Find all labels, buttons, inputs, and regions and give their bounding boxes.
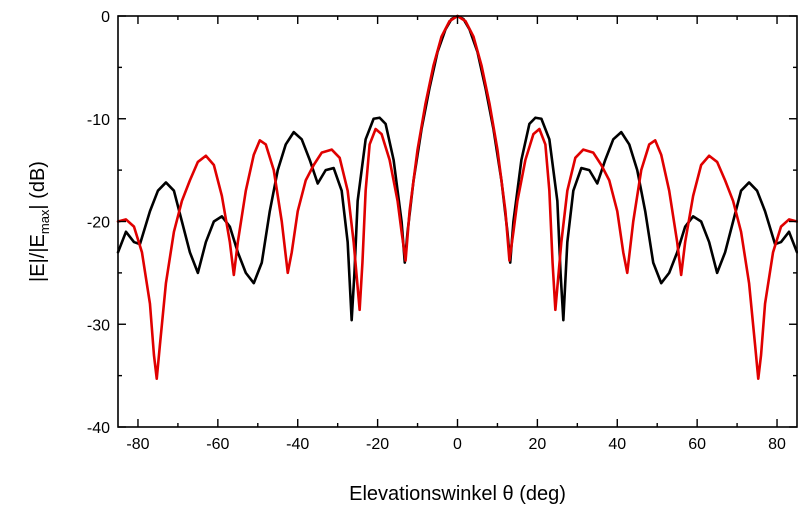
x-tick-label: 20: [528, 436, 546, 453]
x-axis-title: Elevationswinkel θ (deg): [349, 483, 566, 505]
x-tick-label: 40: [608, 436, 626, 453]
x-tick-label: 0: [453, 436, 462, 453]
tick-label-layer: -80 -60 -40 -20 0 20 40 60 80 0 -10 -20 -30 -40: [87, 9, 786, 453]
x-tick-label: -40: [286, 436, 309, 453]
series-line-1: [116, 14, 798, 322]
y-tick-label: -10: [87, 112, 110, 129]
y-axis-title-subscript: max: [37, 209, 52, 234]
x-tick-label: 60: [688, 436, 706, 453]
series-layer: [116, 14, 798, 381]
y-axis-title-main: |E|/|E: [27, 234, 49, 282]
y-axis-title-tail: | (dB): [27, 161, 49, 210]
x-tick-label: -80: [126, 436, 149, 453]
y-tick-label: 0: [101, 9, 110, 26]
x-tick-label: -20: [366, 436, 389, 453]
plot-frame: [117, 15, 798, 428]
x-tick-label: -60: [206, 436, 229, 453]
x-tick-label: 80: [768, 436, 786, 453]
y-tick-label: -30: [87, 317, 110, 334]
series-line-2: [116, 14, 798, 381]
y-tick-label: -40: [87, 420, 110, 437]
y-axis-title: |E|/|Emax| (dB): [27, 161, 52, 282]
y-tick-label: -20: [87, 215, 110, 232]
tick-layer: [118, 15, 797, 428]
